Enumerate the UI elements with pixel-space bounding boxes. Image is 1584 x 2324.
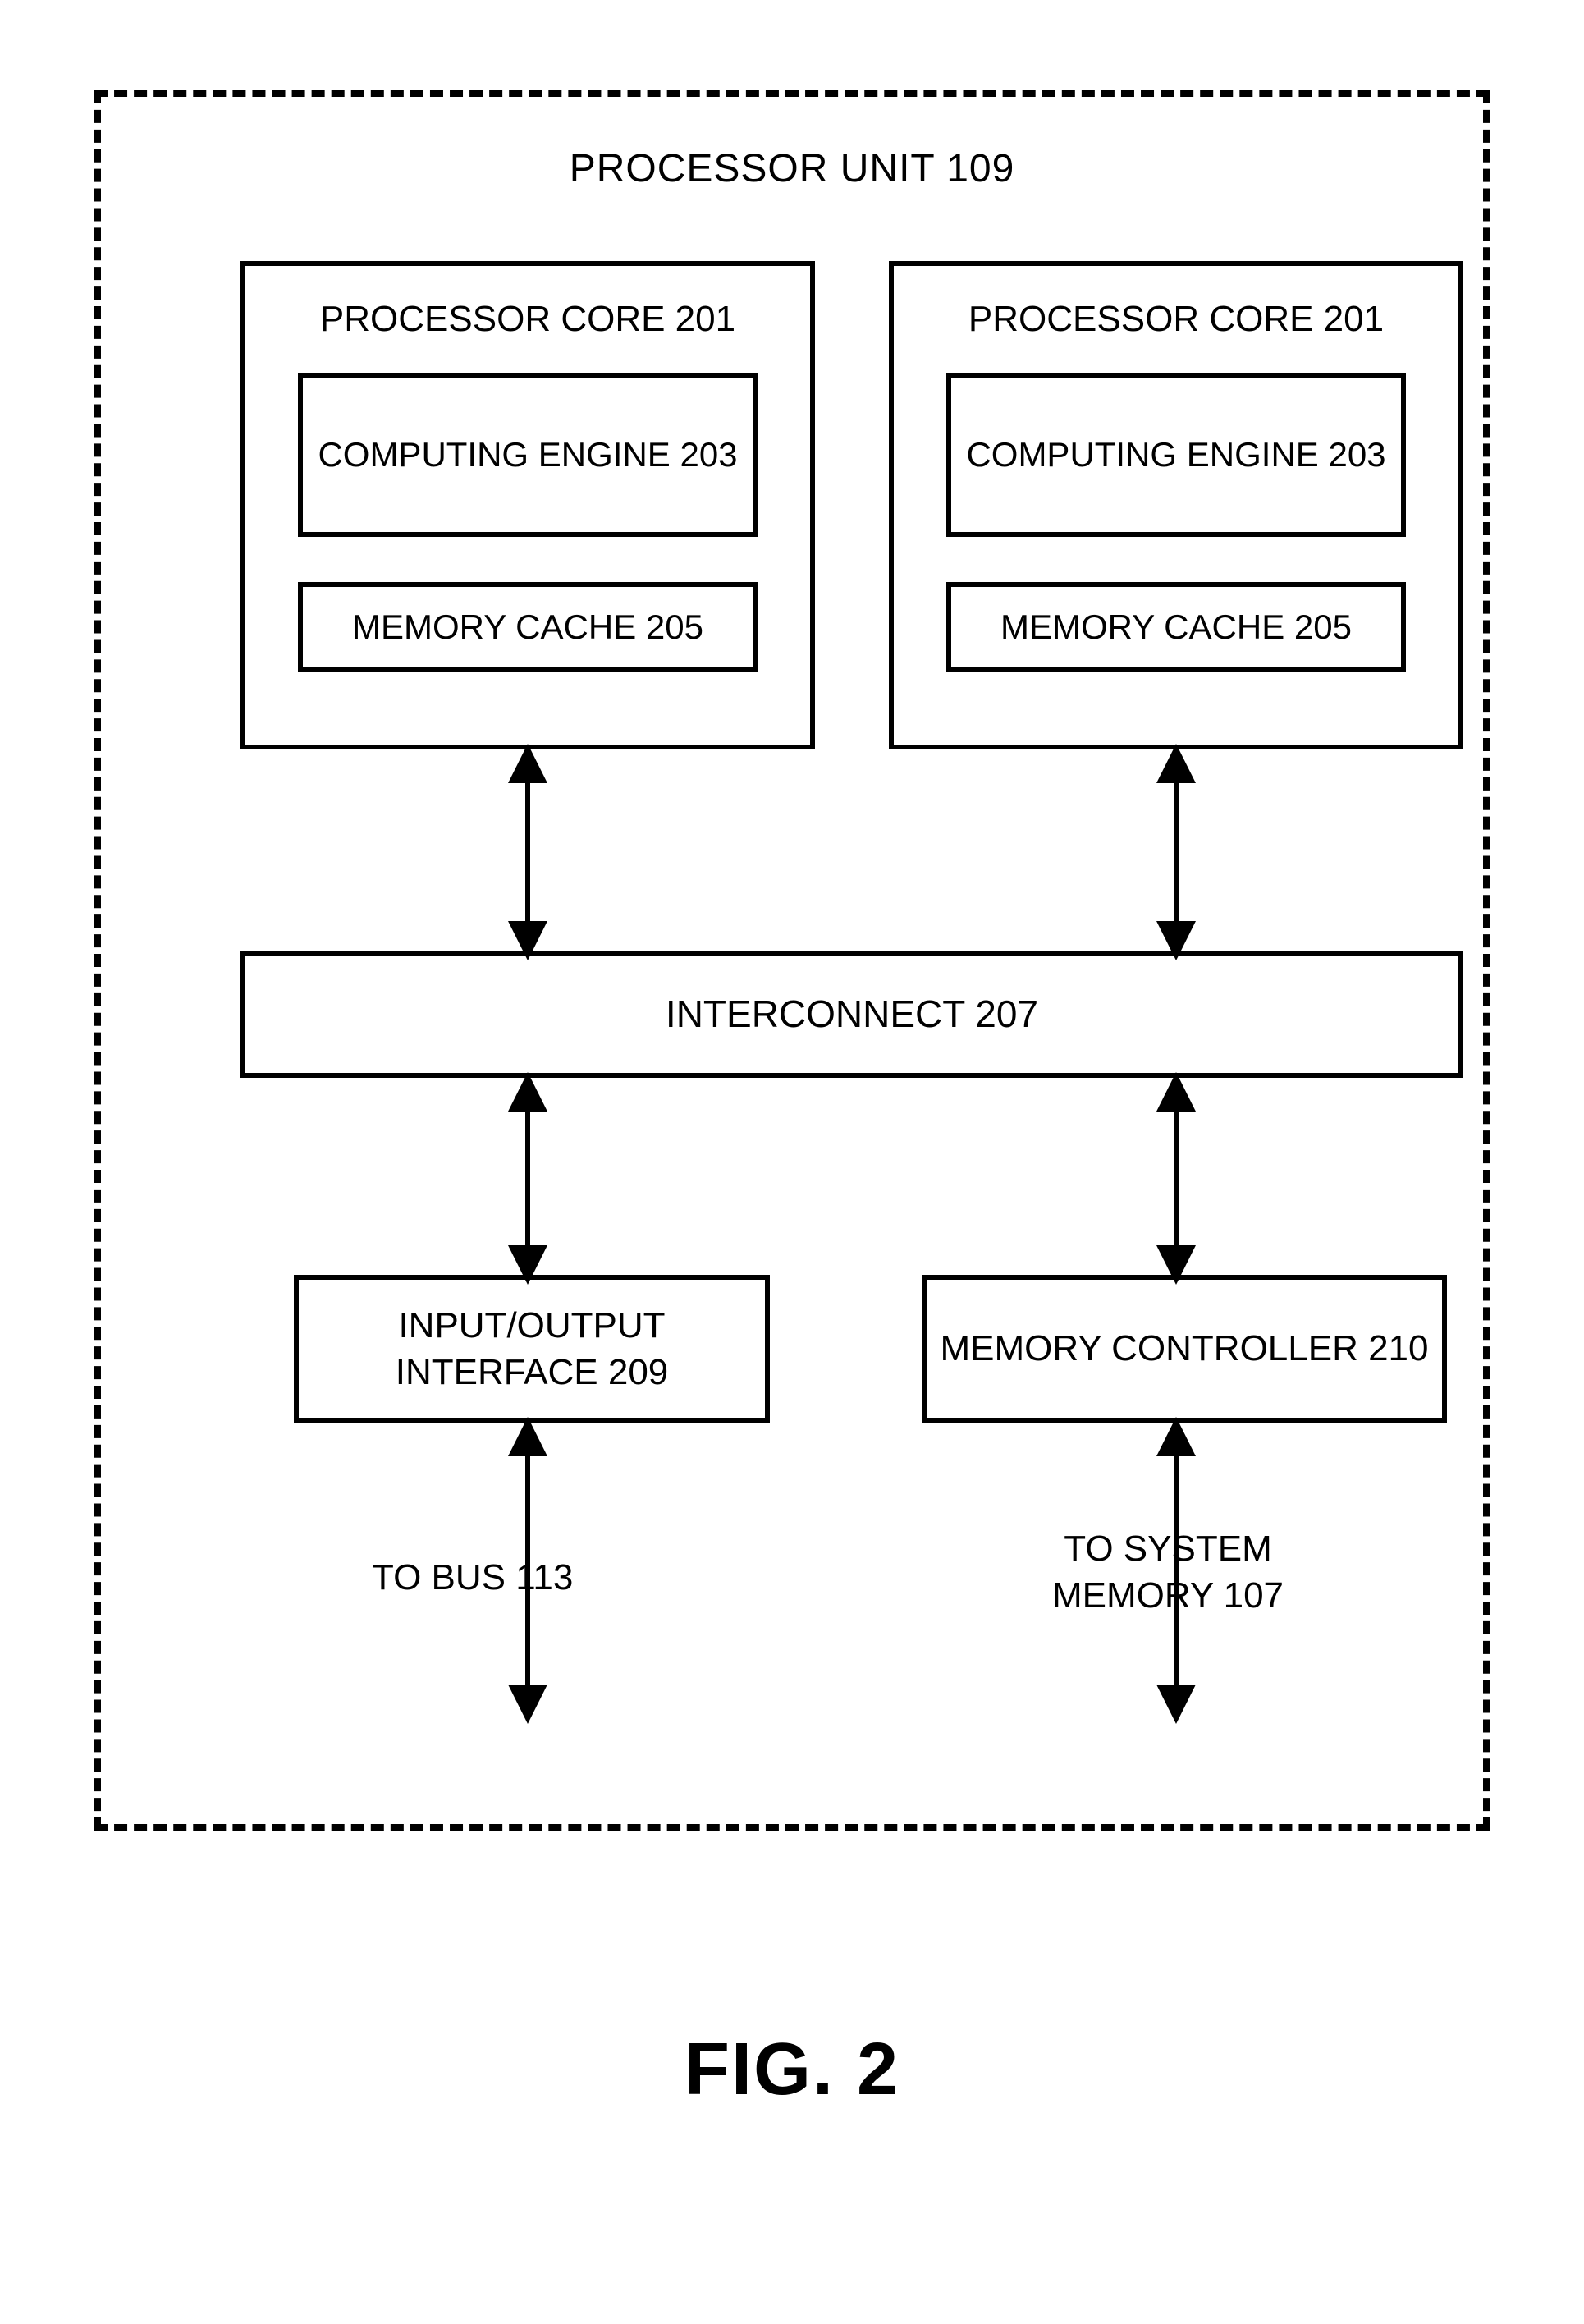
arrows-layer bbox=[101, 97, 1496, 1837]
processor-unit-container: PROCESSOR UNIT 109 PROCESSOR CORE 201 CO… bbox=[94, 90, 1490, 1831]
figure-caption: FIG. 2 bbox=[0, 2028, 1584, 2112]
